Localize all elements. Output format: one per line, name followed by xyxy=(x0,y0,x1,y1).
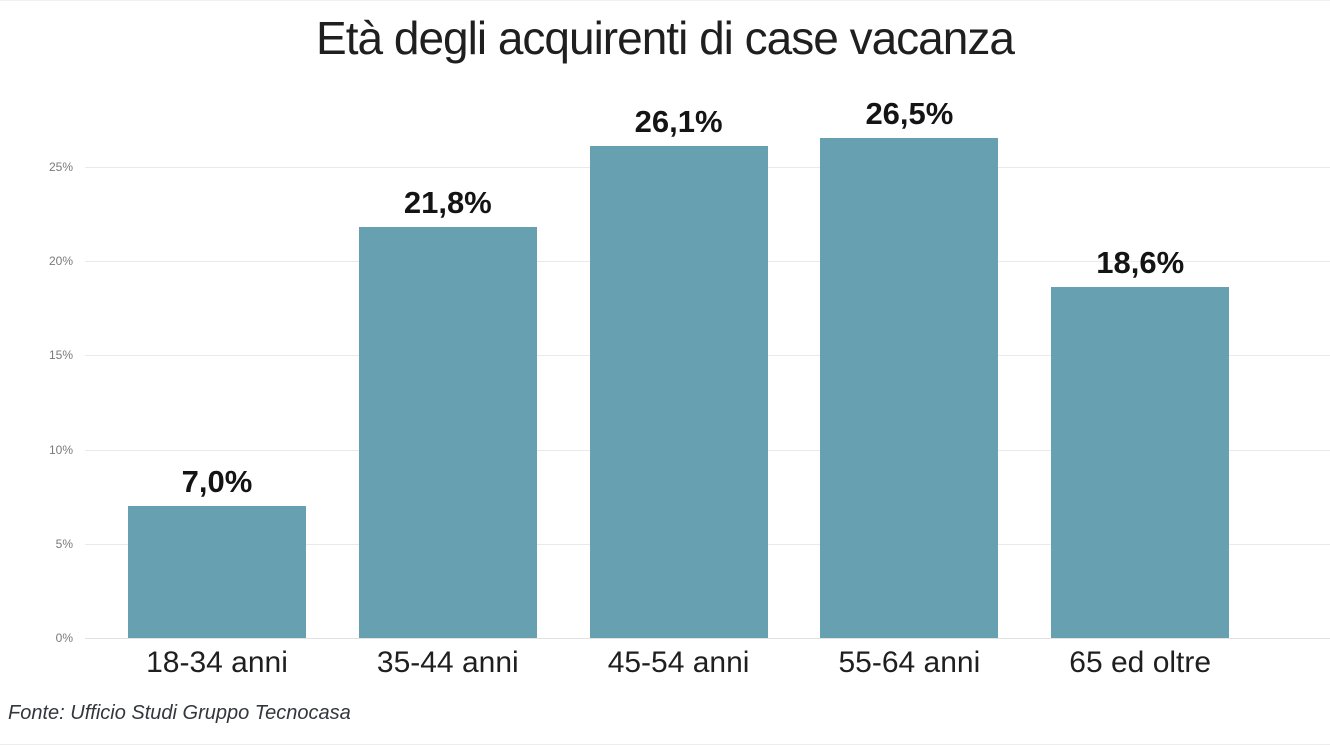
bar-18-34-anni[interactable] xyxy=(128,506,306,638)
y-axis-tick-label: 20% xyxy=(48,254,73,268)
bar-35-44-anni[interactable] xyxy=(358,227,537,638)
value-label: 26,5% xyxy=(865,96,954,132)
value-label: 7,0% xyxy=(181,464,253,500)
y-axis-tick-label: 10% xyxy=(48,442,73,457)
x-axis-category-label: 18-34 anni xyxy=(146,646,288,679)
x-axis-category-label: 35-44 anni xyxy=(376,646,519,679)
value-label: 18,6% xyxy=(1096,245,1185,281)
y-axis-tick-label: 15% xyxy=(48,348,73,363)
y-axis-tick-label: 5% xyxy=(55,536,73,551)
bar-65-ed-oltre[interactable] xyxy=(1051,287,1230,638)
y-axis-tick-label: 0% xyxy=(55,631,73,645)
value-label: 21,8% xyxy=(403,185,492,221)
source-note: Fonte: Ufficio Studi Gruppo Tecnocasa xyxy=(8,702,351,724)
y-axis-tick-label: 25% xyxy=(48,159,73,174)
bar-45-54-anni[interactable] xyxy=(589,146,768,638)
value-label: 26,1% xyxy=(634,104,723,139)
bar-55-64-anni[interactable] xyxy=(820,138,999,638)
x-axis-category-label: 45-54 anni xyxy=(607,646,750,679)
x-axis-category-label: 65 ed oltre xyxy=(1069,646,1212,679)
x-axis-category-label: 55-64 anni xyxy=(838,646,981,679)
chart-title: Età degli acquirenti di case vacanza xyxy=(316,12,1015,64)
gridline-0% xyxy=(85,638,1330,639)
